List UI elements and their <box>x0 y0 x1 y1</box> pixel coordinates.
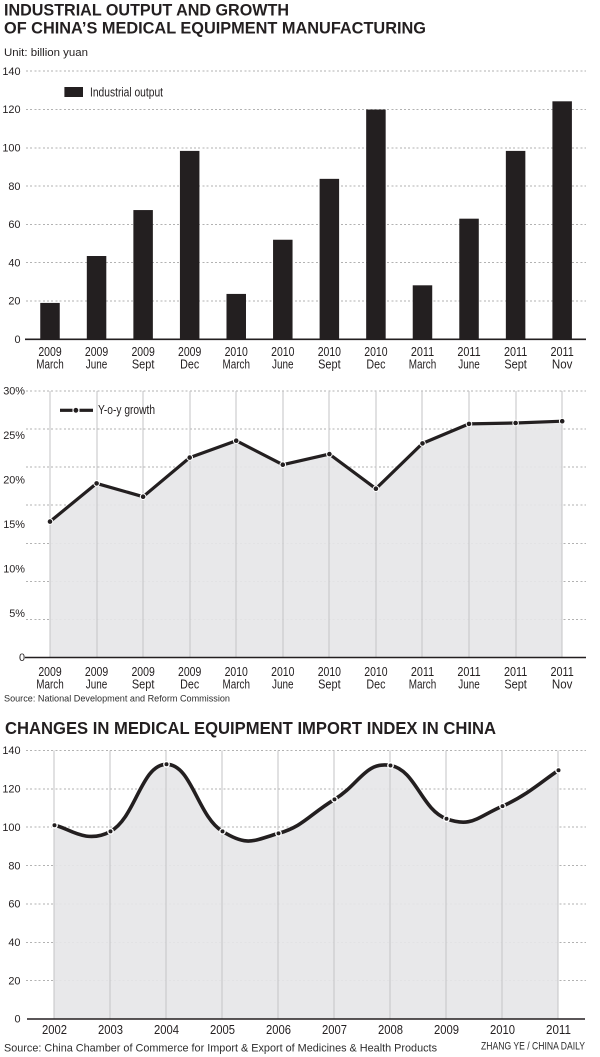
svg-text:100: 100 <box>2 143 20 155</box>
svg-text:10%: 10% <box>3 563 25 575</box>
svg-text:100: 100 <box>2 822 20 834</box>
svg-text:25%: 25% <box>3 430 25 442</box>
svg-text:0: 0 <box>14 334 20 346</box>
svg-text:80: 80 <box>8 860 20 872</box>
svg-text:Nov: Nov <box>552 678 573 692</box>
svg-text:2010: 2010 <box>490 1022 515 1037</box>
svg-text:2009: 2009 <box>85 345 108 359</box>
svg-text:Dec: Dec <box>366 358 386 372</box>
svg-text:120: 120 <box>2 104 20 116</box>
svg-text:140: 140 <box>2 66 20 78</box>
svg-text:Dec: Dec <box>180 678 200 692</box>
svg-text:2009: 2009 <box>85 665 108 679</box>
svg-text:60: 60 <box>8 899 20 911</box>
svg-text:2011: 2011 <box>457 345 480 359</box>
svg-text:2008: 2008 <box>378 1022 403 1037</box>
svg-text:30%: 30% <box>3 386 25 398</box>
svg-text:2011: 2011 <box>411 665 434 679</box>
svg-text:CHANGES IN MEDICAL EQUIPMENT I: CHANGES IN MEDICAL EQUIPMENT IMPORT INDE… <box>5 718 496 738</box>
svg-text:June: June <box>86 358 108 372</box>
svg-text:2010: 2010 <box>318 345 341 359</box>
svg-text:ZHANG YE / CHINA DAILY: ZHANG YE / CHINA DAILY <box>481 1041 586 1053</box>
svg-text:June: June <box>272 678 294 692</box>
svg-text:2005: 2005 <box>210 1022 235 1037</box>
svg-text:2010: 2010 <box>225 345 248 359</box>
svg-text:2011: 2011 <box>546 1022 571 1037</box>
svg-text:2004: 2004 <box>154 1022 179 1037</box>
svg-text:June: June <box>86 678 108 692</box>
svg-text:20%: 20% <box>3 475 25 487</box>
svg-text:March: March <box>222 678 250 692</box>
svg-text:2010: 2010 <box>271 665 294 679</box>
svg-text:Y-o-y growth: Y-o-y growth <box>98 402 155 417</box>
svg-text:March: March <box>36 678 64 692</box>
svg-text:Sept: Sept <box>318 678 341 692</box>
svg-text:June: June <box>458 678 480 692</box>
svg-text:15%: 15% <box>3 519 25 531</box>
svg-text:40: 40 <box>8 257 20 269</box>
svg-text:2007: 2007 <box>322 1022 347 1037</box>
svg-text:March: March <box>409 678 437 692</box>
svg-text:2009: 2009 <box>178 345 201 359</box>
svg-text:2011: 2011 <box>551 665 574 679</box>
svg-text:0: 0 <box>19 652 25 664</box>
svg-text:2010: 2010 <box>225 665 248 679</box>
svg-text:2011: 2011 <box>457 665 480 679</box>
svg-text:2011: 2011 <box>411 345 434 359</box>
svg-text:2011: 2011 <box>551 345 574 359</box>
svg-text:March: March <box>222 358 250 372</box>
svg-text:March: March <box>409 358 437 372</box>
svg-text:INDUSTRIAL OUTPUT AND GROWTH: INDUSTRIAL OUTPUT AND GROWTH <box>4 2 289 20</box>
svg-text:June: June <box>458 358 480 372</box>
svg-text:2009: 2009 <box>178 665 201 679</box>
svg-text:2009: 2009 <box>38 345 61 359</box>
svg-text:2009: 2009 <box>131 345 154 359</box>
svg-text:March: March <box>36 358 64 372</box>
svg-text:2002: 2002 <box>42 1022 67 1037</box>
svg-text:Dec: Dec <box>366 678 386 692</box>
svg-text:2010: 2010 <box>271 345 294 359</box>
svg-text:20: 20 <box>8 296 20 308</box>
svg-text:Dec: Dec <box>180 358 200 372</box>
svg-text:Industrial output: Industrial output <box>90 84 163 99</box>
svg-text:Nov: Nov <box>552 358 573 372</box>
svg-text:2006: 2006 <box>266 1022 291 1037</box>
svg-text:Sept: Sept <box>504 358 527 372</box>
svg-text:2009: 2009 <box>434 1022 459 1037</box>
svg-text:Source: National Development a: Source: National Development and Reform … <box>4 693 230 703</box>
svg-text:2010: 2010 <box>364 665 387 679</box>
svg-text:Sept: Sept <box>132 678 155 692</box>
svg-text:2011: 2011 <box>504 345 527 359</box>
svg-text:Sept: Sept <box>504 678 527 692</box>
svg-text:June: June <box>272 358 294 372</box>
svg-text:60: 60 <box>8 219 20 231</box>
svg-text:140: 140 <box>2 745 20 757</box>
svg-text:2010: 2010 <box>364 345 387 359</box>
svg-text:2009: 2009 <box>38 665 61 679</box>
svg-text:2010: 2010 <box>318 665 341 679</box>
svg-text:Sept: Sept <box>318 358 341 372</box>
svg-text:20: 20 <box>8 975 20 987</box>
svg-text:120: 120 <box>2 784 20 796</box>
svg-text:Unit: billion yuan: Unit: billion yuan <box>4 47 88 59</box>
svg-text:2009: 2009 <box>131 665 154 679</box>
svg-text:80: 80 <box>8 181 20 193</box>
svg-text:0: 0 <box>14 1014 20 1026</box>
svg-text:5%: 5% <box>9 608 25 620</box>
svg-text:Source: China Chamber of Comme: Source: China Chamber of Commerce for Im… <box>4 1042 438 1054</box>
svg-text:2011: 2011 <box>504 665 527 679</box>
svg-text:40: 40 <box>8 937 20 949</box>
svg-text:2003: 2003 <box>98 1022 123 1037</box>
svg-text:Sept: Sept <box>132 358 155 372</box>
svg-text:OF CHINA’S MEDICAL EQUIPMENT M: OF CHINA’S MEDICAL EQUIPMENT MANUFACTURI… <box>4 19 426 37</box>
